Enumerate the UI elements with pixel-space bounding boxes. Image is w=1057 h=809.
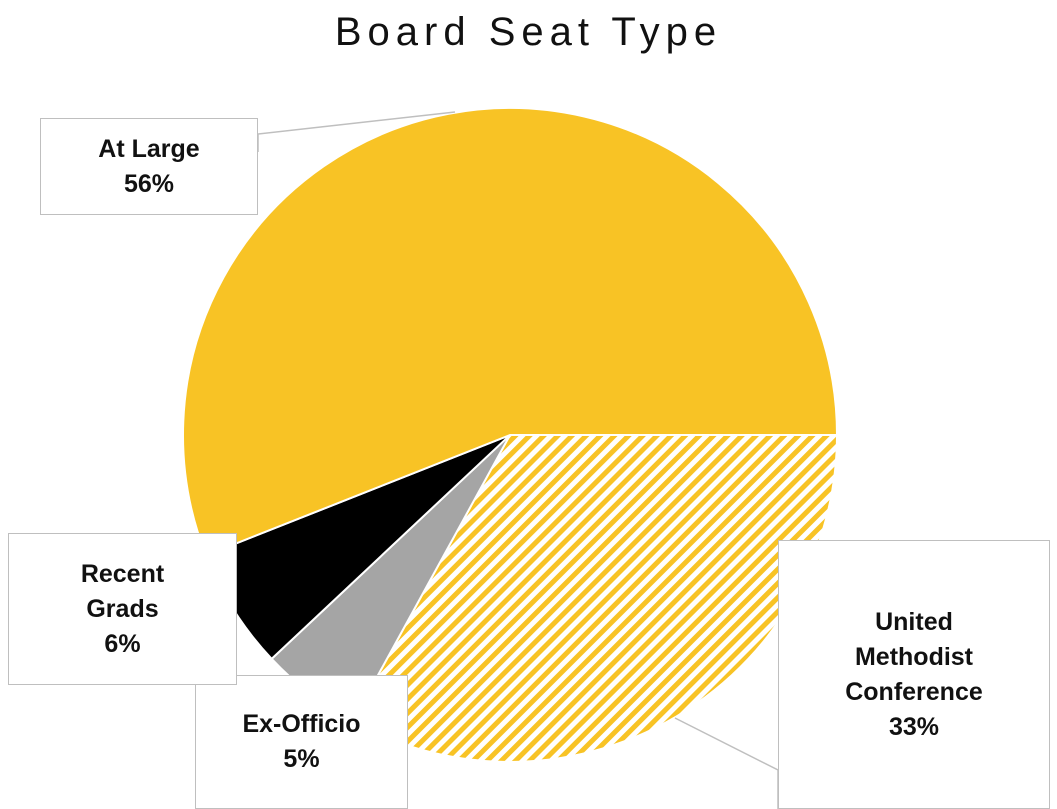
category-label: Ex-Officio <box>242 710 361 738</box>
value-label: 5% <box>283 745 320 773</box>
data-label-box: At Large 56% <box>40 118 258 215</box>
category-label: Recent Grads <box>80 559 165 623</box>
chart-title: Board Seat Type <box>334 10 723 54</box>
data-label-box: United Methodist Conference 33% <box>778 540 1050 809</box>
pie-slice <box>351 434 839 763</box>
data-label-box: Recent Grads 6% <box>8 533 237 685</box>
category-label: United Methodist Conference <box>845 607 983 706</box>
pie-slice <box>182 107 839 557</box>
value-label: 6% <box>104 629 141 658</box>
data-label-box: Ex-Officio 5% <box>195 675 408 809</box>
category-label: At Large <box>98 134 200 163</box>
leader-line <box>674 717 779 809</box>
leader-line <box>257 111 456 152</box>
value-label: 33% <box>888 712 940 741</box>
value-label: 56% <box>123 169 175 198</box>
